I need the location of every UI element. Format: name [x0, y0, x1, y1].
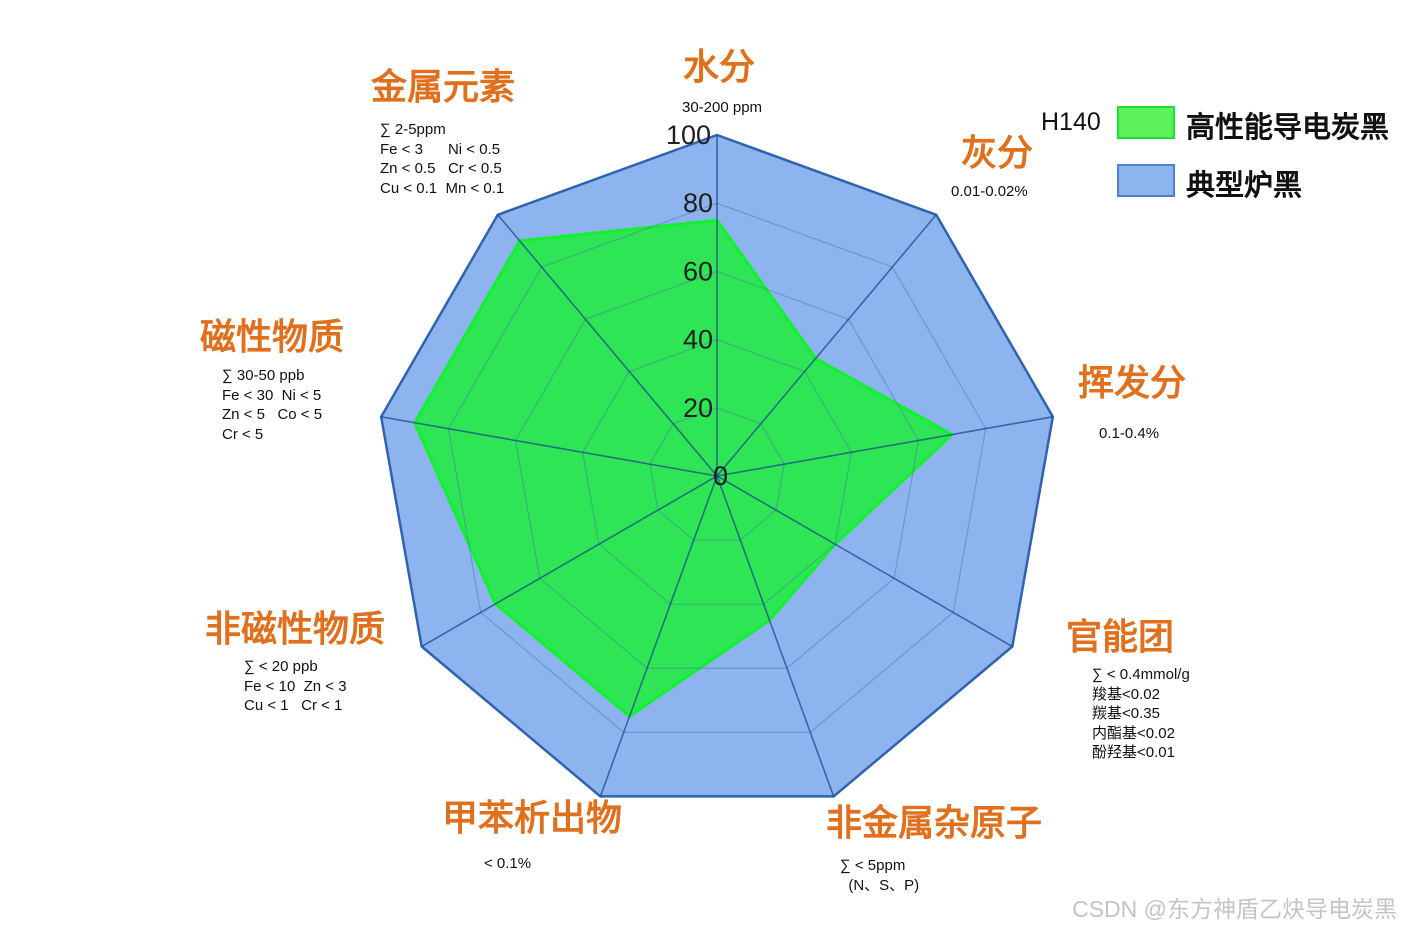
axis-note-metal-elements: ∑ 2-5ppm Fe < 3 Ni < 0.5 Zn < 0.5 Cr < 0… [380, 121, 505, 197]
r-tick-label-5: 100 [666, 120, 711, 150]
axis-title-ash: 灰分 [961, 133, 1034, 174]
axis-title-functional-groups: 官能团 [1066, 617, 1175, 658]
spoke-6 [421, 475, 718, 648]
r-tick-label-1: 20 [683, 393, 713, 423]
axis-title-magnetic: 磁性物质 [200, 317, 345, 358]
axis-note-ash: 0.01-0.02% [951, 183, 1028, 200]
r-tick-label-4: 80 [683, 188, 713, 218]
spoke-8 [497, 214, 718, 477]
spoke-3 [716, 475, 1013, 648]
axis-title-nonmagnetic: 非磁性物质 [205, 609, 386, 650]
spoke-1 [716, 214, 937, 477]
watermark: CSDN @东方神盾乙炔导电炭黑 [1072, 896, 1397, 922]
axis-note-nonmetal-heteroatoms: ∑ < 5ppm (N、S、P) [840, 857, 920, 894]
series-polygon-1 [413, 218, 954, 718]
axis-note-moisture: 30-200 ppm [682, 99, 763, 116]
axis-title-toluene-extract: 甲苯析出物 [442, 798, 623, 839]
spoke-4 [716, 475, 835, 797]
grid-ring-3 [447, 202, 987, 733]
axis-note-nonmagnetic: ∑ < 20 ppb Fe < 10 Zn < 3 Cu < 1 Cr < 1 [244, 658, 347, 714]
axis-title-moisture: 水分 [683, 47, 756, 88]
legend-label-high-performance: 高性能导电炭黑 [1186, 110, 1390, 144]
grid-ring-2 [514, 270, 920, 669]
legend-prefix-h140: H140 [1041, 108, 1101, 136]
axis-title-metal-elements: 金属元素 [371, 67, 516, 108]
legend-swatch-high-performance [1117, 106, 1175, 139]
axis-note-functional-groups: ∑ < 0.4mmol/g 羧基<0.02 羰基<0.35 内酯基<0.02 酚… [1092, 666, 1190, 761]
r-tick-label-2: 40 [683, 325, 713, 355]
axis-note-toluene-extract: < 0.1% [484, 855, 532, 872]
r-tick-label-3: 60 [683, 256, 713, 286]
grid-ring-0 [649, 407, 785, 541]
axis-note-volatile: 0.1-0.4% [1099, 425, 1160, 442]
spoke-7 [381, 415, 718, 477]
axis-title-volatile: 挥发分 [1078, 363, 1187, 404]
axis-note-magnetic: ∑ 30-50 ppb Fe < 30 Ni < 5 Zn < 5 Co < 5… [222, 367, 323, 443]
grid-ring-1 [582, 338, 852, 605]
legend-label-typical-furnace: 典型炉黑 [1186, 168, 1303, 202]
axis-title-nonmetal-heteroatoms: 非金属杂原子 [826, 803, 1043, 844]
spoke-2 [716, 415, 1053, 477]
r-tick-label-0: 0 [713, 461, 728, 491]
spoke-5 [599, 475, 718, 797]
legend-swatch-typical-furnace [1117, 164, 1175, 197]
